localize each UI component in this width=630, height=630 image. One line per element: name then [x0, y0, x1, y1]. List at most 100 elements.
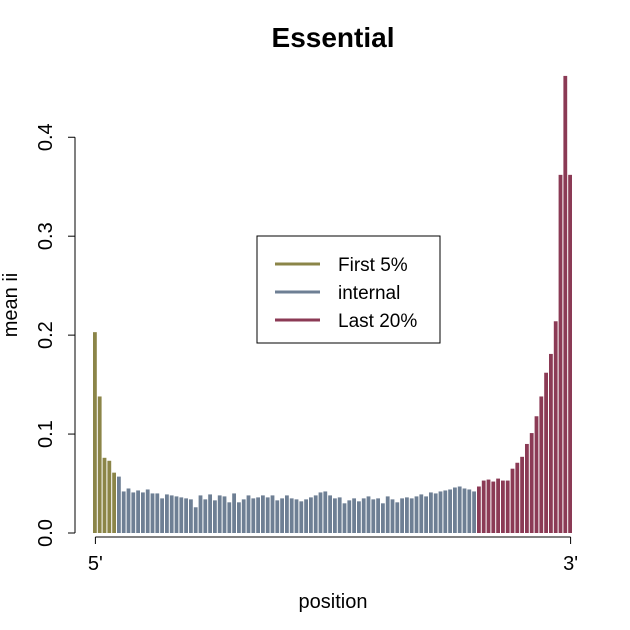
bar [323, 491, 328, 533]
bar [529, 433, 534, 533]
bar [510, 468, 515, 533]
bar [424, 496, 428, 533]
bar [131, 492, 136, 533]
bar [112, 472, 116, 533]
bar [160, 498, 164, 533]
bar [395, 502, 400, 533]
bar [453, 487, 457, 533]
bar [280, 498, 284, 533]
chart-title: Essential [272, 22, 395, 53]
bar [433, 493, 438, 533]
bar [299, 501, 304, 533]
bar [232, 493, 236, 533]
y-tick-label: 0.4 [35, 123, 57, 151]
bar [237, 502, 241, 533]
bar [467, 489, 472, 533]
y-tick-label: 0.2 [35, 321, 57, 349]
legend-label: Last 20% [338, 311, 417, 332]
bar [102, 457, 107, 533]
bar [184, 498, 188, 533]
bar [126, 488, 131, 533]
bar [376, 498, 380, 533]
x-axis-label: position [299, 591, 368, 613]
bar [520, 456, 524, 533]
bar [309, 497, 313, 533]
bar [371, 499, 376, 533]
bar [409, 498, 414, 533]
bar [539, 396, 544, 533]
bar [251, 498, 256, 533]
bar [496, 478, 500, 533]
bar [117, 476, 121, 533]
y-tick-label: 0.1 [35, 420, 57, 448]
bar [174, 496, 179, 533]
bar [400, 498, 404, 533]
bar [256, 497, 260, 533]
bar [477, 486, 481, 533]
bar [390, 499, 395, 533]
bar [381, 503, 385, 533]
bar [294, 499, 299, 533]
bar [357, 501, 361, 533]
bar [385, 496, 390, 533]
bar [217, 495, 222, 533]
legend-box [256, 235, 441, 344]
bar [405, 497, 409, 533]
bar [481, 480, 486, 533]
bar [227, 502, 232, 533]
bar [534, 416, 539, 533]
bar [179, 497, 184, 533]
x-tick-label: 3' [563, 553, 578, 575]
x-tick-label: 5' [88, 553, 103, 575]
bar [553, 321, 558, 533]
y-tick-label: 0.3 [35, 222, 57, 250]
legend-label: internal [338, 283, 400, 304]
bar [261, 495, 265, 533]
bar [213, 500, 217, 533]
legend-label: First 5% [338, 255, 408, 276]
bar [472, 491, 476, 533]
bar [97, 396, 102, 533]
bar [491, 481, 496, 533]
bar [222, 496, 227, 533]
bar [241, 499, 246, 533]
bar [501, 480, 505, 533]
bar [361, 498, 366, 533]
bar [318, 492, 323, 533]
bar [525, 443, 529, 533]
bar [304, 499, 308, 533]
bar [544, 372, 548, 533]
bar [165, 494, 169, 533]
bar [419, 494, 424, 533]
bar [136, 490, 140, 533]
y-tick-label: 0.0 [35, 519, 57, 547]
bar [347, 500, 352, 533]
bar [438, 491, 443, 533]
bar [563, 75, 568, 534]
bar [462, 488, 467, 533]
bar [558, 174, 563, 533]
bar [270, 495, 275, 533]
bar [189, 499, 193, 533]
bar [342, 503, 347, 533]
bar [443, 490, 448, 533]
bar [107, 460, 112, 533]
y-axis-label: mean ii [0, 273, 22, 337]
bar [328, 495, 332, 533]
bar [193, 507, 198, 533]
bar [246, 495, 251, 533]
bar [265, 497, 270, 533]
bar [141, 492, 145, 533]
bar [429, 492, 433, 533]
bar [145, 489, 150, 533]
bar [275, 500, 280, 533]
bar [203, 499, 208, 533]
bar [549, 353, 553, 533]
bar [333, 498, 337, 533]
bar [366, 496, 371, 533]
bar [208, 494, 212, 533]
bar [448, 489, 452, 533]
bar [285, 495, 289, 533]
